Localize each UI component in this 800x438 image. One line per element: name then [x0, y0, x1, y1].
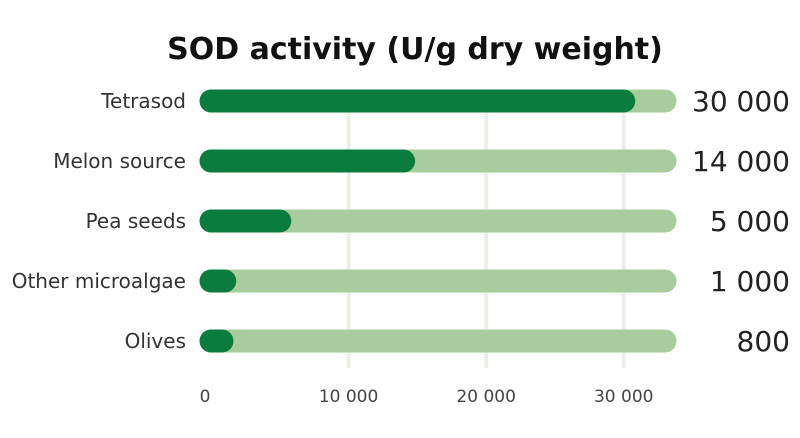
category-label: Other microalgae — [12, 269, 186, 293]
value-label: 30 000 — [692, 85, 790, 118]
value-label: 1 000 — [710, 265, 790, 298]
x-tick-label: 10 000 — [319, 387, 378, 407]
x-tick-label: 30 000 — [594, 387, 653, 407]
category-label: Olives — [125, 329, 186, 353]
value-label: 800 — [737, 325, 790, 358]
category-label: Tetrasod — [100, 89, 186, 113]
category-label: Pea seeds — [86, 209, 186, 233]
chart-title: SOD activity (U/g dry weight) — [167, 32, 663, 67]
x-tick-label: 0 — [200, 387, 211, 407]
x-tick-label: 20 000 — [456, 387, 515, 407]
value-label: 5 000 — [710, 205, 790, 238]
category-label: Melon source — [53, 149, 186, 173]
value-label: 14 000 — [692, 145, 790, 178]
